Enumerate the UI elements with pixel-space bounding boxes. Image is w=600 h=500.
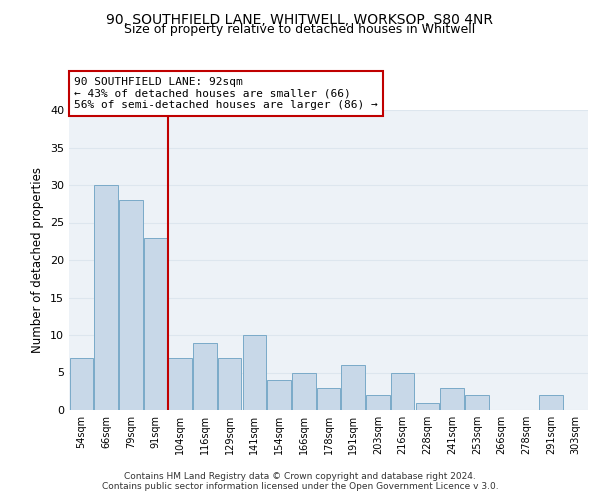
Bar <box>391 372 415 410</box>
Text: Size of property relative to detached houses in Whitwell: Size of property relative to detached ho… <box>124 22 476 36</box>
Bar <box>144 238 167 410</box>
Text: Contains public sector information licensed under the Open Government Licence v : Contains public sector information licen… <box>101 482 499 491</box>
Y-axis label: Number of detached properties: Number of detached properties <box>31 167 44 353</box>
Text: 90 SOUTHFIELD LANE: 92sqm
← 43% of detached houses are smaller (66)
56% of semi-: 90 SOUTHFIELD LANE: 92sqm ← 43% of detac… <box>74 77 378 110</box>
Bar <box>169 358 192 410</box>
Bar <box>416 402 439 410</box>
Bar <box>366 395 389 410</box>
Bar <box>465 395 488 410</box>
Bar <box>94 185 118 410</box>
Bar <box>193 342 217 410</box>
Bar <box>317 388 340 410</box>
Bar <box>539 395 563 410</box>
Bar <box>119 200 143 410</box>
Bar <box>268 380 291 410</box>
Bar <box>341 365 365 410</box>
Text: Contains HM Land Registry data © Crown copyright and database right 2024.: Contains HM Land Registry data © Crown c… <box>124 472 476 481</box>
Bar <box>242 335 266 410</box>
Bar <box>70 358 93 410</box>
Bar <box>440 388 464 410</box>
Bar <box>292 372 316 410</box>
Text: 90, SOUTHFIELD LANE, WHITWELL, WORKSOP, S80 4NR: 90, SOUTHFIELD LANE, WHITWELL, WORKSOP, … <box>107 12 493 26</box>
Bar <box>218 358 241 410</box>
